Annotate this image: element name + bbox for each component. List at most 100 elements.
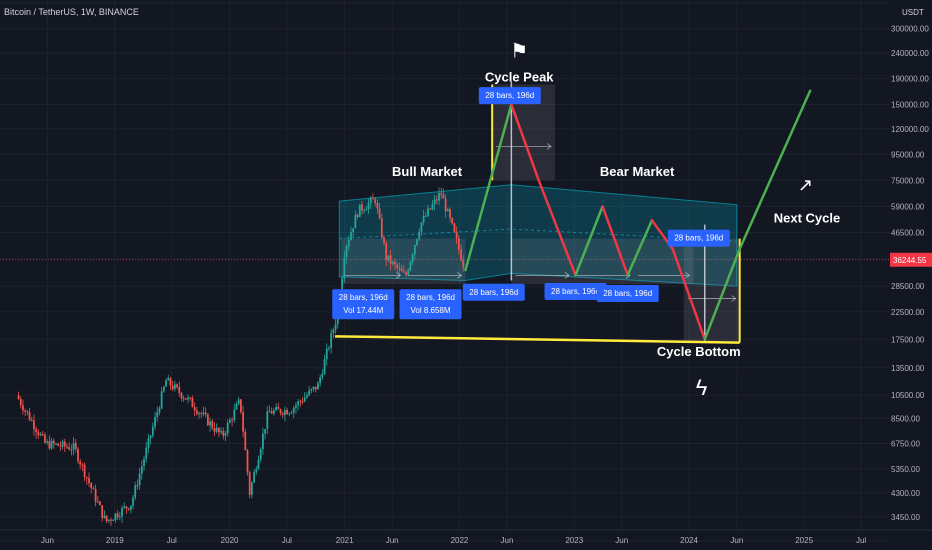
candle-body bbox=[239, 399, 242, 413]
labels: Bull Market Cycle Peak Bear Market Next Cyc… bbox=[332, 41, 840, 400]
candle-body bbox=[99, 501, 101, 506]
candle-body bbox=[191, 398, 194, 408]
projection-segment bbox=[626, 219, 654, 277]
projection-segment bbox=[703, 247, 741, 341]
candle-body bbox=[251, 482, 253, 495]
time-tick-label: 2025 bbox=[795, 536, 813, 545]
measure-label-bg bbox=[667, 229, 730, 247]
candle-body bbox=[74, 443, 77, 449]
annotation-label: Bear Market bbox=[600, 164, 675, 179]
candle-body bbox=[444, 198, 447, 212]
projection-segment bbox=[601, 205, 629, 277]
candle-body bbox=[17, 395, 20, 400]
candle-body bbox=[103, 515, 106, 518]
candle-body bbox=[171, 385, 174, 390]
drawings bbox=[334, 81, 812, 344]
candle-body bbox=[162, 386, 165, 392]
measure-arrowhead bbox=[731, 295, 737, 302]
price-tick-label: 5350.00 bbox=[891, 465, 920, 474]
measure-box bbox=[511, 238, 573, 285]
candle-body bbox=[281, 413, 284, 415]
candle-body bbox=[420, 222, 423, 233]
price-tick-label: 6750.00 bbox=[891, 440, 920, 449]
candle-body bbox=[398, 268, 401, 270]
candle-body bbox=[167, 378, 170, 381]
candle-body bbox=[363, 210, 366, 212]
candle-body bbox=[457, 238, 460, 250]
candle-body bbox=[416, 238, 418, 246]
measure-arrowhead bbox=[457, 272, 463, 279]
candle-body bbox=[257, 459, 260, 470]
candle-body bbox=[462, 260, 465, 268]
candle-body bbox=[440, 193, 443, 195]
candle-body bbox=[405, 272, 407, 275]
price-axis-bg bbox=[890, 0, 932, 550]
candle-body bbox=[378, 208, 381, 219]
price-tick-label: 4300.00 bbox=[891, 489, 920, 498]
measure-label-bg bbox=[462, 283, 525, 301]
price-tick-label: 95000.00 bbox=[891, 150, 925, 159]
time-tick-label: Jun bbox=[615, 536, 628, 545]
price-tick-label: 13500.00 bbox=[891, 364, 925, 373]
candle-body bbox=[253, 472, 256, 483]
candle-body bbox=[81, 464, 84, 466]
time-tick-label: 2021 bbox=[336, 536, 354, 545]
candle-body bbox=[85, 477, 88, 479]
candle-body bbox=[182, 398, 185, 400]
last-price-tag bbox=[890, 252, 932, 267]
candle-body bbox=[435, 199, 438, 201]
candle-body bbox=[449, 209, 451, 218]
candle-body bbox=[242, 412, 244, 432]
candle-body bbox=[143, 458, 145, 467]
candle-body bbox=[57, 443, 60, 446]
candle-body bbox=[262, 433, 264, 450]
candle-body bbox=[24, 410, 27, 412]
candle-body bbox=[433, 199, 436, 205]
candle-body bbox=[30, 419, 33, 421]
candle-body bbox=[22, 405, 24, 411]
candle-body bbox=[200, 413, 203, 415]
candle-body bbox=[246, 450, 249, 473]
candle-body bbox=[358, 204, 361, 217]
measure-label-text: Vol 8.658M bbox=[411, 306, 451, 315]
candle-body bbox=[79, 461, 82, 465]
candle-body bbox=[180, 392, 183, 399]
candle-body bbox=[26, 410, 29, 413]
candle-body bbox=[354, 214, 357, 229]
candle-body bbox=[306, 395, 308, 398]
lightning-icon: ϟ bbox=[696, 375, 708, 400]
candle-body bbox=[268, 411, 271, 413]
candle-body bbox=[387, 255, 390, 261]
flag-icon: ⚑ bbox=[510, 41, 528, 63]
pattern-zones bbox=[338, 84, 740, 343]
candle-body bbox=[389, 255, 392, 264]
candle-body bbox=[328, 347, 330, 349]
candle-body bbox=[165, 380, 167, 387]
candle-body bbox=[101, 505, 104, 518]
candle-body bbox=[259, 449, 262, 460]
candle-body bbox=[173, 384, 176, 390]
candle-body bbox=[209, 421, 211, 426]
support-line bbox=[334, 335, 740, 344]
candle-body bbox=[297, 401, 300, 406]
candle-body bbox=[66, 446, 68, 448]
measure-box bbox=[683, 238, 740, 343]
candle-body bbox=[55, 443, 57, 445]
candle-body bbox=[222, 431, 225, 436]
price-tick-label: 10500.00 bbox=[891, 391, 925, 400]
candle-body bbox=[178, 387, 181, 393]
candle-body bbox=[140, 466, 143, 474]
candle-body bbox=[383, 237, 385, 244]
annotation-label: Cycle Peak bbox=[485, 70, 554, 85]
measure-label-text: 28 bars, 196d bbox=[469, 288, 518, 297]
candle-body bbox=[411, 254, 414, 262]
candle-body bbox=[314, 386, 317, 390]
price-tick-label: 300000.00 bbox=[891, 25, 929, 34]
time-tick-label: Jun bbox=[386, 536, 399, 545]
candle-body bbox=[365, 209, 368, 211]
candle-body bbox=[94, 489, 97, 502]
measure-arrowhead bbox=[546, 143, 552, 150]
candle-body bbox=[151, 426, 154, 436]
market-channel bbox=[338, 184, 738, 287]
